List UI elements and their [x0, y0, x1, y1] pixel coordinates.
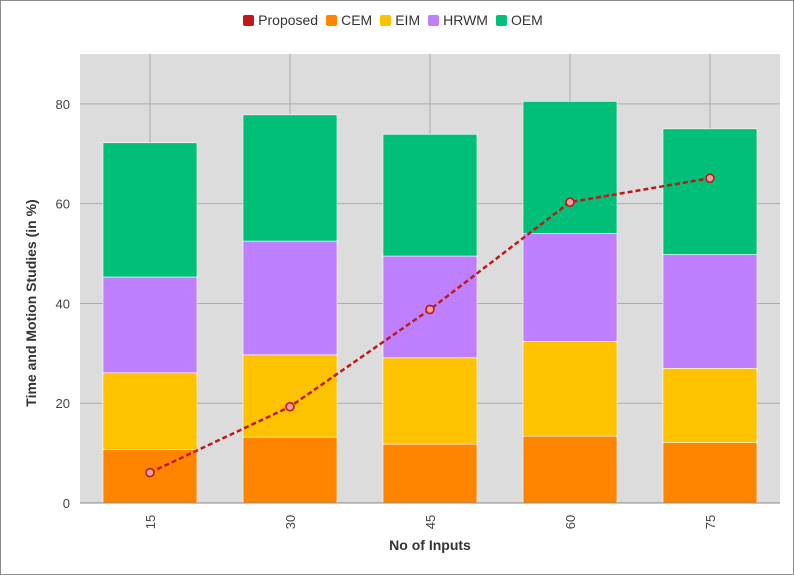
legend-swatch-eim [380, 14, 392, 26]
bar-eim-60 [522, 341, 618, 437]
legend-label-proposed: Proposed [258, 12, 319, 28]
bar-oem-60 [522, 101, 618, 234]
x-axis-title: No of Inputs [389, 537, 471, 553]
bar-oem-15 [102, 142, 198, 278]
bar-oem-45 [382, 134, 478, 257]
bar-oem-75 [662, 128, 758, 255]
legend-label-hrwm: HRWM [443, 12, 488, 28]
bar-hrwm-15 [102, 276, 198, 374]
legend-item-oem: OEM [495, 12, 543, 28]
bar-hrwm-75 [662, 254, 758, 369]
y-axis-title: Time and Motion Studies (in %) [23, 199, 39, 406]
y-tick-label: 40 [56, 296, 70, 311]
chart-legend: Proposed CEM EIM HRWM OEM [0, 12, 794, 28]
proposed-point-75 [705, 173, 715, 184]
legend-label-cem: CEM [341, 12, 373, 28]
bar-eim-75 [662, 367, 758, 443]
legend-item-proposed: Proposed [243, 12, 318, 28]
bar-hrwm-30 [242, 240, 338, 356]
bar-oem-30 [242, 114, 338, 242]
legend-item-hrwm: HRWM [428, 12, 488, 28]
legend-swatch-oem [495, 14, 507, 26]
legend-label-eim: EIM [395, 12, 421, 28]
x-tick-label: 60 [563, 515, 578, 529]
bar-cem-75 [662, 442, 758, 504]
x-tick-label: 45 [423, 515, 438, 529]
legend-item-eim: EIM [380, 12, 420, 28]
y-tick-label: 20 [56, 396, 70, 411]
x-tick-label: 15 [143, 515, 158, 529]
proposed-point-15 [145, 467, 155, 478]
legend-item-cem: CEM [326, 12, 372, 28]
legend-swatch-cem [326, 14, 338, 26]
bar-hrwm-60 [522, 233, 618, 342]
x-tick-label: 75 [703, 515, 718, 529]
proposed-point-45 [425, 304, 435, 315]
y-tick-label: 0 [63, 496, 70, 511]
bar-eim-45 [382, 357, 478, 445]
bar-eim-30 [242, 354, 338, 438]
y-tick-label: 60 [56, 197, 70, 212]
legend-swatch-proposed [243, 14, 255, 26]
legend-swatch-hrwm [428, 14, 440, 26]
x-tick-label: 30 [283, 515, 298, 529]
proposed-point-60 [565, 197, 575, 207]
bar-eim-15 [102, 372, 198, 450]
proposed-point-30 [285, 401, 295, 412]
bar-cem-30 [242, 436, 338, 504]
bar-cem-60 [522, 435, 618, 504]
legend-label-oem: OEM [510, 12, 543, 28]
bar-cem-45 [382, 443, 478, 504]
proposed-line [149, 176, 711, 474]
y-tick-label: 80 [56, 97, 70, 112]
